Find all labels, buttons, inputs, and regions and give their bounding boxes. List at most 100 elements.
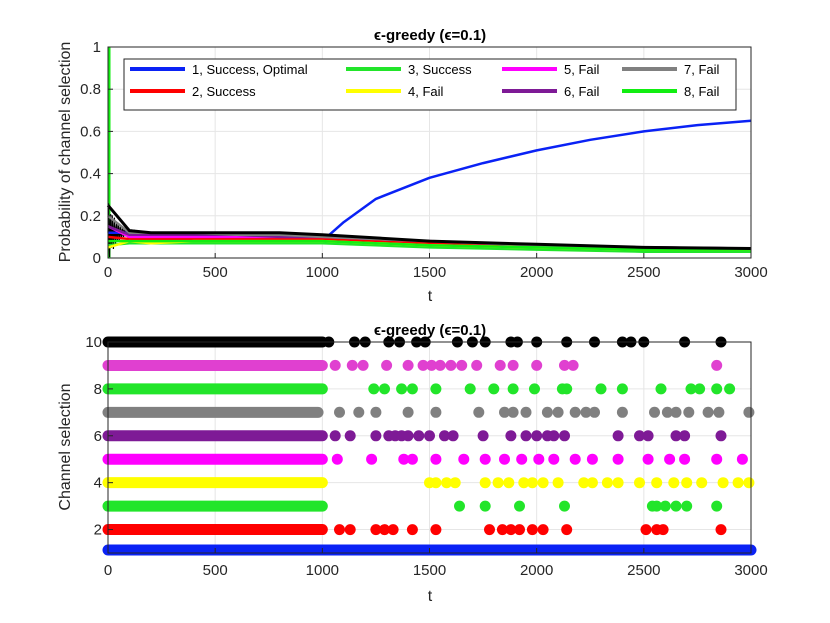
channel-marker [634,477,645,489]
channel-marker [711,500,723,512]
channel-marker [402,406,414,418]
channel-marker [458,453,470,465]
channel-marker [353,406,365,418]
channel-marker [661,406,673,418]
selection-chart-series [102,336,757,556]
channel-marker [694,383,706,395]
channel-marker [711,359,723,371]
channel-marker [441,477,453,489]
channel-marker [655,383,667,395]
channel-marker [366,453,378,465]
channel-marker [396,383,408,395]
channel-marker [668,477,680,489]
channel-marker [696,477,708,489]
channel-6-markers [102,430,727,442]
channel-9-markers [102,359,723,371]
channel-marker [516,453,528,465]
channel-marker [526,524,538,536]
legend: 1, Success, Optimal 2, Success 3, Success 4… [123,58,737,111]
channel-4-markers [102,477,755,489]
x-tick-label: 2000 [520,264,553,281]
channel-marker [548,430,560,442]
probability-chart-y-label: Probability of channel selection [57,42,74,263]
channel-marker [456,359,468,371]
y-tick-label: 0 [93,250,101,267]
selection-chart: 0 500 1000 1500 2000 2500 3000 2 4 6 8 10 ϵ-greedy… [57,322,768,605]
channel-marker [370,524,382,536]
channel-marker [381,359,393,371]
channel-marker [711,383,723,395]
channel-marker [664,453,676,465]
x-tick-label: 2500 [627,562,660,579]
selection-chart-y-ticks: 2 4 6 8 10 [85,334,113,539]
channel-marker [505,430,517,442]
channel-3-markers [102,500,723,512]
channel-marker [488,383,500,395]
channel-8-markers [102,383,736,395]
channel-marker [537,477,549,489]
channel-marker [681,477,693,489]
channel-marker [426,359,438,371]
channel-marker [713,406,725,418]
channel-marker [736,453,748,465]
channel-marker [586,453,598,465]
channel-marker [743,477,755,489]
channel-marker [454,500,465,512]
channel-marker [642,430,654,442]
legend-label: 7, Fail [684,62,720,77]
channel-marker [561,524,573,536]
channel-marker [715,430,727,442]
channel-marker [651,477,663,489]
channel-marker [479,500,491,512]
channel-marker [473,406,485,418]
legend-label: 1, Success, Optimal [192,62,308,77]
x-tick-label: 1000 [306,562,339,579]
channel-marker [634,430,645,442]
channel-marker [529,383,540,395]
channel-marker [541,406,553,418]
channel-marker [398,453,410,465]
channel-marker [471,359,483,371]
channel-marker [569,453,581,465]
channel-marker [514,500,525,512]
channel-marker [430,524,442,536]
channel-marker [601,477,613,489]
channel-marker [649,406,660,418]
y-tick-label: 0.8 [80,81,101,98]
channel-marker [514,524,525,536]
channel-marker [499,406,510,418]
channel-marker [430,406,442,418]
y-tick-label: 0.4 [80,166,101,183]
y-tick-label: 0.6 [80,123,101,140]
channel-marker [357,359,369,371]
channel-marker [640,524,652,536]
x-tick-label: 1500 [413,562,446,579]
channel-marker [659,500,671,512]
channel-marker [683,406,695,418]
channel-marker [589,406,600,418]
channel-marker [379,383,390,395]
x-tick-label: 2000 [520,562,553,579]
channel-marker [595,383,607,395]
channel-marker [612,453,624,465]
channel-marker [616,406,628,418]
y-tick-label: 0.2 [80,208,101,225]
channel-marker [402,430,414,442]
channel-marker [717,477,729,489]
x-tick-label: 1000 [306,264,339,281]
channel-marker [616,383,628,395]
channel-marker [670,500,682,512]
series-line-8 [108,239,751,251]
channel-marker [329,359,341,371]
channel-marker [507,406,519,418]
channel-marker [445,359,457,371]
x-tick-label: 3000 [734,264,767,281]
channel-marker [537,524,549,536]
y-tick-label: 1 [93,39,101,56]
x-tick-label: 0 [104,264,112,281]
channel-marker [552,406,564,418]
x-tick-label: 1500 [413,264,446,281]
probability-chart-y-ticks: 0 0.2 0.4 0.6 0.8 1 [80,39,113,267]
channel-marker [520,430,532,442]
